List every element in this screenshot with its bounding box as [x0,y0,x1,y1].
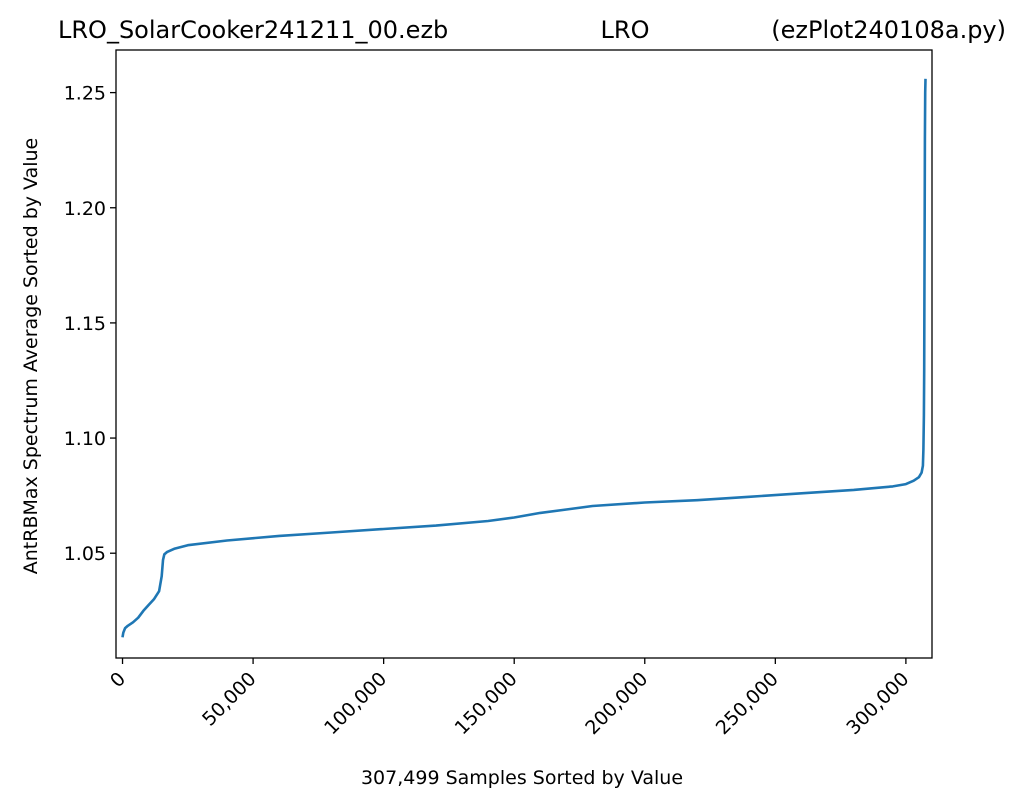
x-axis-label: 307,499 Samples Sorted by Value [361,767,683,789]
y-tick-label: 1.10 [64,428,106,450]
y-tick-label: 1.15 [64,313,106,335]
y-axis-label: AntRBMax Spectrum Average Sorted by Valu… [20,138,42,574]
plot-area [121,78,927,638]
y-tick-label: 1.20 [64,198,106,220]
chart-title-center: LRO [601,16,650,44]
y-tick-label: 1.05 [64,543,106,565]
axes-frame [115,49,933,659]
series-line [121,78,927,638]
chart-title-right: (ezPlot240108a.py) [771,16,1006,44]
chart-title-left: LRO_SolarCooker241211_00.ezb [58,16,448,44]
y-tick-label: 1.25 [64,83,106,105]
